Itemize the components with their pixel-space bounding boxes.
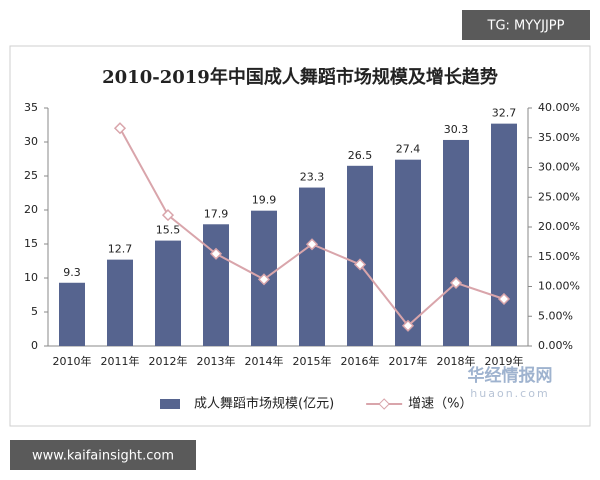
watermark-box bbox=[462, 10, 590, 40]
y2-tick-label: 35.00% bbox=[538, 131, 580, 144]
line-marker bbox=[353, 258, 367, 271]
legend-label: 成人舞蹈市场规模(亿元) bbox=[194, 396, 334, 412]
x-tick-label: 2010年 bbox=[53, 354, 92, 368]
logo-text: 华经情报网 bbox=[468, 365, 553, 386]
bar bbox=[347, 165, 373, 346]
x-tick-label: 2019年 bbox=[485, 354, 524, 368]
y-tick-label: 0 bbox=[31, 339, 38, 352]
data-label: 9.3 bbox=[63, 266, 81, 279]
x-tick-label: 2016年 bbox=[341, 354, 380, 368]
data-label: 30.3 bbox=[444, 123, 469, 136]
y-tick-label: 20 bbox=[24, 203, 38, 216]
y2-tick-label: 5.00% bbox=[538, 309, 573, 322]
y-tick-label: 35 bbox=[24, 101, 38, 114]
x-tick-label: 2013年 bbox=[197, 354, 236, 368]
data-label: 32.7 bbox=[492, 107, 517, 120]
watermark: TG: MYYJJPP bbox=[487, 19, 565, 34]
data-label: 12.7 bbox=[108, 243, 133, 256]
line-marker bbox=[161, 209, 175, 222]
x-tick-label: 2012年 bbox=[149, 354, 188, 368]
line-marker bbox=[209, 247, 223, 260]
data-label: 26.5 bbox=[348, 149, 373, 162]
chart-title: 2010-2019年中国成人舞蹈市场规模及增长趋势 bbox=[102, 66, 498, 88]
legend-label: 增速（%） bbox=[408, 397, 472, 412]
line-marker bbox=[113, 122, 127, 135]
line-marker bbox=[257, 273, 271, 286]
watermark-box bbox=[10, 440, 196, 470]
legend-swatch bbox=[160, 399, 180, 409]
y-tick-label: 10 bbox=[24, 271, 38, 284]
y-tick-label: 5 bbox=[31, 305, 38, 318]
x-tick-label: 2015年 bbox=[293, 354, 332, 368]
y2-tick-label: 20.00% bbox=[538, 220, 580, 233]
line-marker bbox=[401, 319, 415, 332]
bar bbox=[203, 224, 229, 346]
y2-tick-label: 10.00% bbox=[538, 280, 580, 293]
data-label: 17.9 bbox=[204, 207, 229, 220]
y2-tick-label: 40.00% bbox=[538, 101, 580, 114]
y2-tick-label: 15.00% bbox=[538, 250, 580, 263]
bar bbox=[299, 187, 325, 346]
y2-tick-label: 25.00% bbox=[538, 190, 580, 203]
bar bbox=[443, 139, 469, 346]
data-label: 23.3 bbox=[300, 171, 325, 184]
y-tick-label: 15 bbox=[24, 237, 38, 250]
line-marker bbox=[449, 276, 463, 289]
data-label: 27.4 bbox=[396, 143, 421, 156]
bar bbox=[491, 123, 517, 346]
bar bbox=[59, 282, 85, 346]
y2-tick-label: 0.00% bbox=[538, 339, 573, 352]
x-tick-label: 2014年 bbox=[245, 354, 284, 368]
logo-text: huaon.com bbox=[470, 387, 549, 400]
bar bbox=[155, 240, 181, 346]
line-marker bbox=[497, 292, 511, 306]
watermark: www.kaifainsight.com bbox=[32, 449, 174, 464]
x-tick-label: 2018年 bbox=[437, 354, 476, 368]
legend-swatch bbox=[378, 398, 390, 410]
x-tick-label: 2011年 bbox=[101, 354, 140, 368]
y-tick-label: 25 bbox=[24, 169, 38, 182]
line-marker bbox=[305, 238, 319, 251]
x-tick-label: 2017年 bbox=[389, 354, 428, 368]
data-label: 15.5 bbox=[156, 224, 181, 237]
y-tick-label: 30 bbox=[24, 135, 38, 148]
bar bbox=[107, 259, 133, 346]
y2-tick-label: 30.00% bbox=[538, 161, 580, 174]
data-label: 19.9 bbox=[252, 194, 277, 207]
